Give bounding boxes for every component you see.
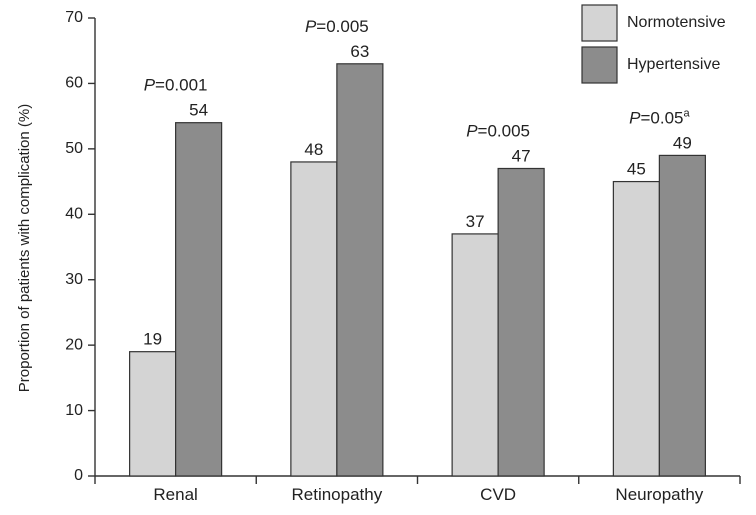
bar-hypertensive (175, 122, 223, 477)
legend-swatch-normotensive (581, 4, 618, 42)
value-label: 47 (512, 146, 531, 165)
bars (129, 63, 706, 477)
bar-normotensive (612, 180, 660, 477)
value-label: 19 (143, 330, 162, 349)
y-tick-label: 10 (65, 402, 83, 419)
y-tick-label: 30 (65, 271, 83, 288)
y-tick-label: 40 (65, 206, 83, 223)
value-label: 54 (189, 101, 208, 120)
value-label: 45 (627, 160, 646, 179)
bar-hypertensive (658, 154, 706, 477)
value-label: 63 (350, 42, 369, 61)
p-value-label: P=0.001 (144, 76, 208, 95)
value-label: 48 (304, 140, 323, 159)
legend-label: Hypertensive (627, 56, 720, 73)
bar-hypertensive (336, 63, 384, 477)
y-tick-label: 50 (65, 140, 83, 157)
bar-normotensive (451, 233, 499, 477)
p-value-label: P=0.05a (629, 107, 690, 127)
y-tick-label: 20 (65, 336, 83, 353)
legend: Normotensive Hypertensive (581, 4, 726, 84)
value-label: 49 (673, 133, 692, 152)
p-value-label: P=0.005 (305, 17, 369, 36)
axes: 0 10 20 30 40 50 60 70 Renal Retinopathy CVD Neurop… (65, 9, 741, 504)
p-value-label: P=0.005 (466, 121, 530, 140)
y-axis-label: Proportion of patients with complication… (16, 104, 33, 392)
x-tick-label: Neuropathy (615, 485, 703, 504)
y-tick-label: 60 (65, 75, 83, 92)
x-tick-label: Retinopathy (292, 485, 383, 504)
x-tick-label: Renal (153, 485, 197, 504)
y-tick-label: 70 (65, 9, 83, 26)
value-label: 37 (466, 212, 485, 231)
legend-swatch-hypertensive (581, 46, 618, 84)
bar-hypertensive (497, 167, 545, 477)
y-tick-label: 0 (74, 467, 83, 484)
data-labels: 19 54 P=0.001 48 63 P=0.005 37 47 P=0.005 45 49 P=0… (143, 17, 692, 349)
x-tick-label: CVD (480, 485, 516, 504)
legend-label: Normotensive (627, 14, 726, 31)
bar-normotensive (129, 351, 177, 477)
bar-normotensive (290, 161, 338, 477)
